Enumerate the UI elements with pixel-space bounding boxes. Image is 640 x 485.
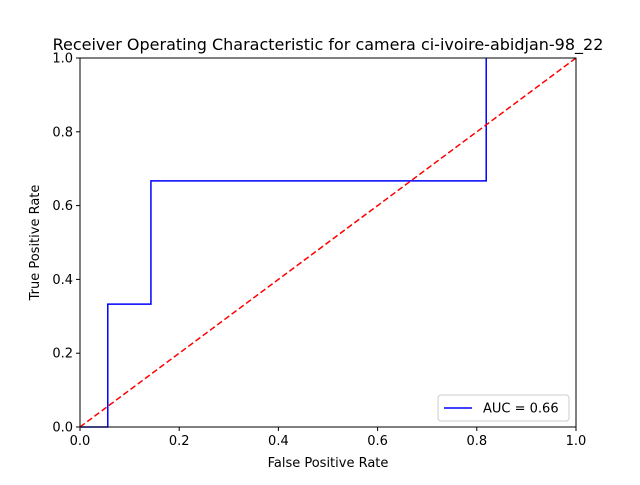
y-tick-label: 0.8 <box>52 125 73 140</box>
y-tick-label: 0.0 <box>52 421 73 436</box>
x-tick-label: 1.0 <box>566 434 587 449</box>
y-tick-label: 1.0 <box>52 52 73 67</box>
x-tick-label: 0.4 <box>268 434 289 449</box>
y-tick-label: 0.6 <box>52 199 73 214</box>
x-tick-label: 0.8 <box>466 434 487 449</box>
legend-box <box>437 394 570 422</box>
plot-frame <box>79 57 577 428</box>
y-tick-label: 0.2 <box>52 347 73 362</box>
ticks-layer: 0.0 0.2 0.4 0.6 0.8 1.0 0.0 0.2 0.4 0.6 0.8 1.0 <box>52 52 586 450</box>
x-tick-label: 0.6 <box>367 434 388 449</box>
chart-title: Receiver Operating Characteristic for ca… <box>53 35 604 55</box>
y-tick-label: 0.4 <box>52 273 73 288</box>
legend: AUC = 0.66 <box>437 394 570 422</box>
y-axis-label: True Positive Rate <box>28 185 43 302</box>
x-tick-label: 0.0 <box>70 434 91 449</box>
x-tick-label: 0.2 <box>169 434 190 449</box>
chance-diagonal-line <box>79 57 577 428</box>
legend-label: AUC = 0.66 <box>483 402 559 417</box>
x-axis-label: False Positive Rate <box>268 456 389 471</box>
